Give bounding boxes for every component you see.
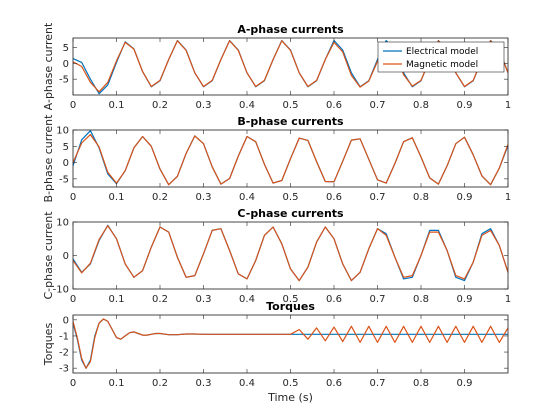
x-tick-label: 1 xyxy=(505,192,511,203)
x-tick-label: 0 xyxy=(70,378,76,389)
x-tick-label: 0 xyxy=(70,294,76,305)
x-tick-label: 0.6 xyxy=(326,192,342,203)
y-tick-label: 10 xyxy=(56,126,69,137)
x-tick-label: 0.3 xyxy=(196,192,212,203)
panel-title: B-phase currents xyxy=(237,115,344,128)
y-tick-label: -3 xyxy=(59,364,69,375)
plot-area xyxy=(72,314,509,374)
x-tick-label: 0.1 xyxy=(109,294,125,305)
panel-title: C-phase currents xyxy=(237,207,344,220)
x-tick-label: 1 xyxy=(505,100,511,111)
y-tick-label: 0 xyxy=(63,251,69,262)
x-tick-label: 0.4 xyxy=(239,192,255,203)
panel-2: 0 0.1 0.2 0.3 0.4 0.5 0.6 0.7 0.8 0.9 1-50510B-pha… xyxy=(42,114,511,203)
y-axis-label: Torques xyxy=(42,323,55,367)
y-tick-label: -1 xyxy=(59,331,69,342)
x-tick-label: 0.2 xyxy=(152,378,168,389)
panel-4: 0 0.1 0.2 0.3 0.4 0.5 0.6 0.7 0.8 0.9 -3 -2 -1 0 Torqu… xyxy=(42,300,509,404)
panel-3: 0 0.1 0.2 0.3 0.4 0.5 0.6 0.7 0.8 0.9 1-10010C-pha… xyxy=(42,207,511,305)
x-tick-label: 0.2 xyxy=(152,294,168,305)
panel-1: 0 0.1 0.2 0.3 0.4 0.5 0.6 0.7 0.8 0.9 1 -5 0 5 A-phase… xyxy=(42,22,511,111)
x-tick-label: 0.5 xyxy=(283,378,299,389)
series-group xyxy=(73,224,508,282)
y-tick-label: -10 xyxy=(53,285,69,296)
y-tick-label: 0 xyxy=(63,158,69,169)
x-tick-label: 0.9 xyxy=(457,378,473,389)
y-tick-label: -5 xyxy=(59,174,69,185)
x-tick-label: 0.5 xyxy=(283,100,299,111)
y-tick-label: -5 xyxy=(59,75,69,86)
x-tick-label: 0.2 xyxy=(152,192,168,203)
x-tick-label: 0 xyxy=(70,192,76,203)
series-line-magnetic-model xyxy=(73,134,508,186)
legend-entry: Magnetic model xyxy=(406,60,478,70)
panel-title: A-phase currents xyxy=(237,23,344,36)
x-tick-label: 0.9 xyxy=(457,100,473,111)
y-axis-label: A-phase current xyxy=(42,22,55,110)
x-tick-label: 0.7 xyxy=(370,100,386,111)
x-tick-label: 0.3 xyxy=(196,378,212,389)
x-tick-label: 0.3 xyxy=(196,294,212,305)
y-tick-label: 0 xyxy=(63,315,69,326)
legend-box xyxy=(377,41,505,73)
x-tick-label: 0.9 xyxy=(457,192,473,203)
x-tick-label: 1 xyxy=(505,294,511,305)
series-line-magnetic-model xyxy=(73,225,508,282)
x-tick-label: 0.1 xyxy=(109,192,125,203)
x-tick-label: 0.7 xyxy=(370,378,386,389)
y-tick-label: 5 xyxy=(63,43,69,54)
x-tick-label: 0.6 xyxy=(326,378,342,389)
x-axis-label: Time (s) xyxy=(267,391,313,404)
x-tick-label: 0.7 xyxy=(370,294,386,305)
panel-title: Torques xyxy=(266,300,315,313)
x-tick-label: 0.3 xyxy=(196,100,212,111)
x-tick-label: 0.8 xyxy=(413,378,429,389)
y-tick-label: 5 xyxy=(63,142,69,153)
series-group xyxy=(73,130,508,186)
y-tick-label: 0 xyxy=(63,59,69,70)
y-tick-label: 10 xyxy=(56,218,69,229)
legend-entry: Electrical model xyxy=(406,47,478,57)
y-axis-label: C-phase current xyxy=(42,211,55,300)
plot-area xyxy=(72,221,509,290)
x-tick-label: 0.6 xyxy=(326,294,342,305)
x-tick-label: 0.6 xyxy=(326,100,342,111)
x-tick-label: 0.8 xyxy=(413,192,429,203)
series-line-magnetic-model xyxy=(73,318,508,369)
x-tick-label: 0.8 xyxy=(413,294,429,305)
legend: Electrical model Magnetic model xyxy=(377,41,505,73)
x-tick-label: 0.2 xyxy=(152,100,168,111)
x-tick-label: 0.9 xyxy=(457,294,473,305)
x-tick-label: 0.5 xyxy=(283,192,299,203)
x-tick-label: 0.5 xyxy=(283,294,299,305)
x-tick-label: 0.1 xyxy=(109,100,125,111)
series-group xyxy=(73,318,508,369)
x-tick-label: 0.4 xyxy=(239,100,255,111)
x-tick-label: 0.4 xyxy=(239,378,255,389)
x-tick-label: 0.8 xyxy=(413,100,429,111)
y-axis-label: B-phase current xyxy=(42,114,55,203)
y-tick-label: -2 xyxy=(59,348,69,359)
x-tick-label: 0 xyxy=(70,100,76,111)
x-tick-label: 0.4 xyxy=(239,294,255,305)
x-tick-label: 0.1 xyxy=(109,378,125,389)
x-tick-label: 0.7 xyxy=(370,192,386,203)
